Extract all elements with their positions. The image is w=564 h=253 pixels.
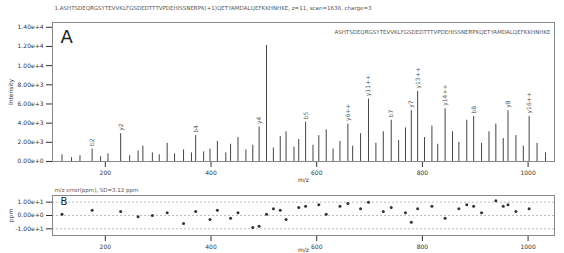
svg-text:600: 600 bbox=[311, 243, 323, 250]
svg-text:800: 800 bbox=[417, 243, 429, 250]
svg-text:8.00e+3: 8.00e+3 bbox=[18, 81, 44, 88]
svg-text:1.ASHTSDEQRGSYTEVVKLFGSDEDTTTV: 1.ASHTSDEQRGSYTEVVKLFGSDEDTTTVPDEHISSNER… bbox=[55, 5, 373, 12]
svg-text:1000: 1000 bbox=[520, 243, 535, 250]
svg-text:y8: y8 bbox=[504, 100, 512, 108]
svg-text:b4: b4 bbox=[192, 125, 199, 133]
svg-text:y7: y7 bbox=[407, 100, 415, 108]
svg-text:b8: b8 bbox=[470, 106, 477, 114]
svg-text:200: 200 bbox=[100, 243, 112, 250]
svg-text:m/z: m/z bbox=[298, 176, 309, 183]
svg-text:y2: y2 bbox=[117, 123, 125, 131]
svg-text:b7: b7 bbox=[387, 109, 394, 117]
svg-text:b5: b5 bbox=[302, 111, 309, 119]
svg-text:y14++: y14++ bbox=[441, 85, 449, 106]
svg-text:y4: y4 bbox=[255, 116, 263, 124]
svg-text:0.00e+0: 0.00e+0 bbox=[18, 157, 44, 164]
svg-text:400: 400 bbox=[205, 169, 217, 176]
svg-text:200: 200 bbox=[100, 169, 112, 176]
svg-text:400: 400 bbox=[205, 243, 217, 250]
svg-text:6.00e+3: 6.00e+3 bbox=[18, 100, 44, 107]
svg-text:y16++: y16++ bbox=[525, 92, 533, 113]
svg-text:b2: b2 bbox=[88, 138, 95, 146]
svg-text:y11++: y11++ bbox=[364, 75, 372, 96]
svg-text:ASHTSDEQRGSYTEVVKLFGSDEDTTTVPD: ASHTSDEQRGSYTEVVKLFGSDEDTTTVPDEHISSNERPK… bbox=[334, 29, 551, 35]
svg-text:0.00e+0: 0.00e+0 bbox=[18, 211, 44, 218]
svg-text:y6++: y6++ bbox=[344, 104, 352, 121]
svg-text:B: B bbox=[61, 196, 68, 207]
svg-text:1.40e+4: 1.40e+4 bbox=[18, 23, 44, 30]
svg-text:800: 800 bbox=[417, 169, 429, 176]
svg-text:A: A bbox=[61, 26, 74, 47]
svg-text:1.20e+4: 1.20e+4 bbox=[18, 42, 44, 49]
svg-text:2.00e+3: 2.00e+3 bbox=[18, 138, 44, 145]
svg-text:600: 600 bbox=[311, 169, 323, 176]
svg-text:ppm: ppm bbox=[7, 209, 15, 223]
svg-text:1.00e+1: 1.00e+1 bbox=[18, 198, 44, 205]
svg-text:m/z error(ppm), SD=3.12 ppm: m/z error(ppm), SD=3.12 ppm bbox=[55, 187, 139, 194]
svg-text:1000: 1000 bbox=[520, 169, 535, 176]
svg-text:y13++: y13++ bbox=[414, 67, 422, 88]
svg-text:-1.00e+1: -1.00e+1 bbox=[15, 225, 43, 232]
svg-text:4.00e+3: 4.00e+3 bbox=[18, 119, 44, 126]
svg-text:m/z: m/z bbox=[298, 246, 309, 253]
svg-text:Intensity: Intensity bbox=[7, 78, 15, 105]
svg-text:1.00e+4: 1.00e+4 bbox=[18, 62, 44, 69]
